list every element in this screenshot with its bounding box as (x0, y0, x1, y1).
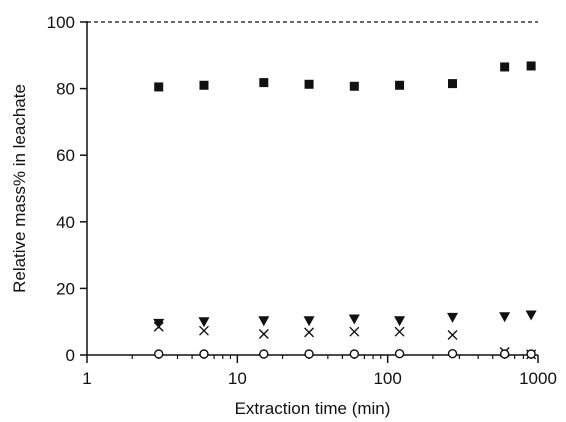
series-2 (153, 310, 537, 329)
y-axis-title: Relative mass% in leachate (10, 84, 29, 293)
data-point (199, 80, 209, 90)
data-point (394, 316, 406, 327)
data-point (199, 349, 209, 359)
data-point (394, 348, 405, 359)
data-point (153, 318, 165, 329)
data-points (153, 61, 537, 360)
data-point (303, 316, 315, 327)
data-point (447, 330, 458, 341)
y-tick-label: 40 (56, 213, 75, 232)
axes: 0 20 40 60 80 100 1 10 100 1000 (47, 13, 557, 388)
data-point (349, 326, 360, 337)
data-point (500, 62, 510, 72)
y-tick-label: 20 (56, 279, 75, 298)
data-point (349, 81, 359, 91)
series-1 (154, 61, 536, 92)
data-point (304, 327, 315, 338)
data-point (258, 329, 269, 340)
data-point (526, 349, 536, 359)
series-3 (153, 321, 537, 360)
y-tick-label: 60 (56, 146, 75, 165)
data-point (499, 349, 510, 359)
y-tick-label: 0 (66, 346, 75, 365)
data-point (447, 348, 458, 359)
data-point (525, 310, 537, 321)
data-point (259, 349, 269, 359)
data-point (526, 61, 536, 71)
x-tick-label: 1000 (519, 369, 557, 388)
data-point (447, 312, 459, 323)
x-tick-label: 10 (228, 369, 247, 388)
data-point (154, 349, 164, 359)
data-point (258, 316, 270, 327)
data-point (395, 80, 405, 90)
data-point (259, 78, 269, 88)
x-tick-label: 100 (373, 369, 401, 388)
data-point (154, 82, 164, 92)
data-point (198, 325, 209, 336)
data-point (349, 349, 360, 359)
x-tick-label: 1 (82, 369, 91, 388)
data-point (348, 314, 360, 325)
data-point (153, 321, 164, 332)
y-tick-label: 80 (56, 80, 75, 99)
y-tick-label: 100 (47, 13, 75, 32)
data-point (198, 317, 210, 328)
data-point (448, 79, 458, 89)
x-axis-title: Extraction time (min) (235, 399, 391, 418)
data-point (304, 79, 314, 89)
data-point (394, 326, 405, 337)
data-point (304, 349, 314, 359)
series-4 (154, 348, 536, 359)
data-point (499, 312, 511, 323)
